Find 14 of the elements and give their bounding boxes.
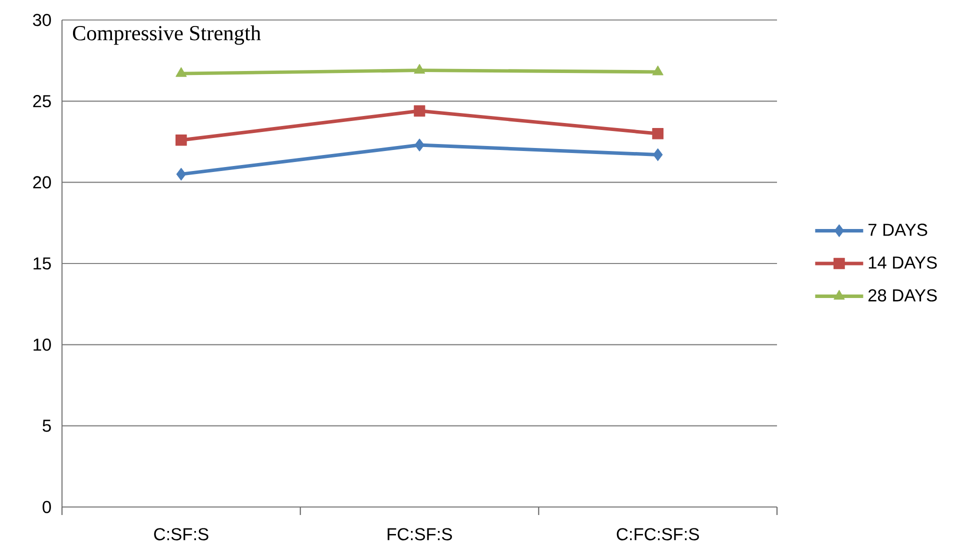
legend-label: 7 DAYS [868, 224, 928, 236]
legend-label: 14 DAYS [868, 256, 937, 269]
chart-title: Compressive Strength [72, 25, 261, 45]
x-tick-label: C:SF:S [154, 528, 208, 540]
y-tick-label: 25 [33, 95, 51, 108]
x-tick-label: C:FC:SF:S [616, 528, 699, 540]
legend-label: 28 DAYS [868, 289, 937, 302]
y-tick-label: 10 [34, 338, 51, 351]
y-tick-label: 15 [34, 257, 51, 270]
y-tick-label: 30 [32, 14, 51, 26]
y-tick-label: 5 [42, 420, 51, 432]
y-tick-label: 0 [42, 500, 51, 514]
x-tick-label: FC:SF:S [388, 528, 452, 540]
y-tick-label: 20 [33, 176, 51, 188]
